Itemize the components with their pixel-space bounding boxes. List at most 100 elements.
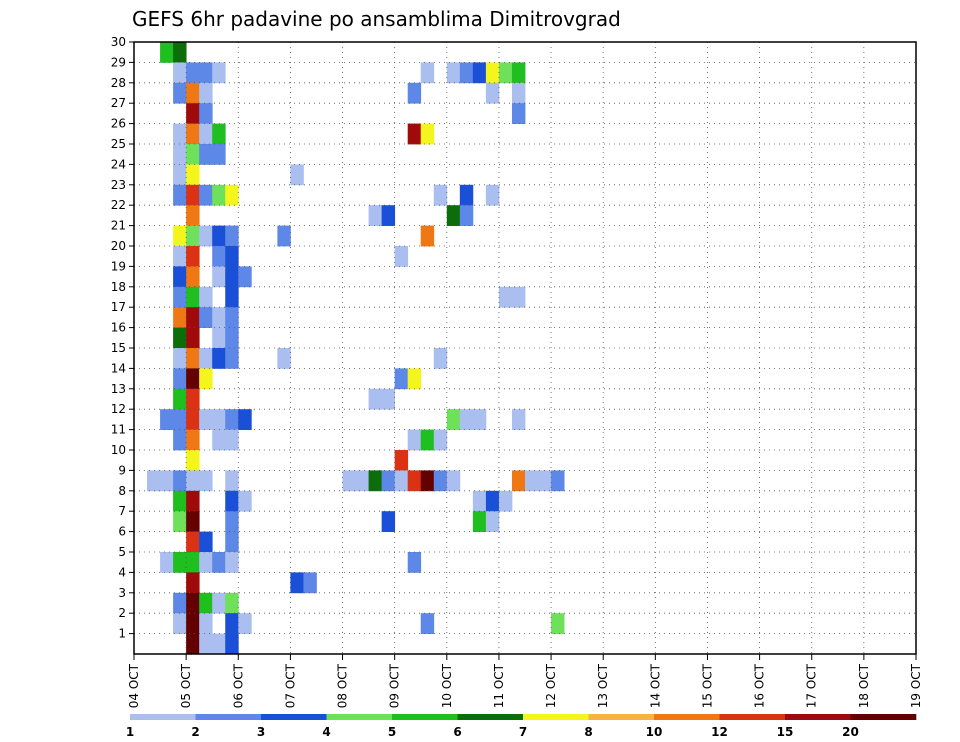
x-axis: 04 OCT 05 OCT 06 OCT 07 OCT 08 OCT 09 OCT 10 O… [127,654,923,708]
heatmap-cell [186,511,200,532]
x-tick-label: 14 OCT [648,663,662,708]
heatmap-cell [511,470,526,492]
heatmap-cell [160,470,174,492]
heatmap-cell [173,246,187,267]
heatmap-cell [225,592,239,614]
heatmap-cell [186,633,200,655]
heatmap-cell [225,511,239,532]
heatmap-cell [199,613,213,634]
heatmap-cell [407,368,422,390]
heatmap-cell [147,470,161,492]
heatmap-cell [173,184,187,206]
heatmap-cell [186,144,200,165]
heatmap-cell [173,307,187,328]
heatmap-cell [368,470,383,492]
heatmap-cell [225,429,239,451]
heatmap-cell [186,103,200,124]
heatmap-cell [186,327,200,349]
colorbar-label: 7 [519,725,527,739]
heatmap-cell [355,470,369,492]
heatmap-cell [186,123,200,145]
heatmap-cell [186,470,200,492]
heatmap-cell [199,144,213,165]
heatmap-cell [173,429,187,451]
heatmap-cell [407,82,422,104]
heatmap-cell [186,572,200,594]
heatmap-cell [238,409,252,430]
heatmap-cell [173,123,187,145]
colorbar-label: 12 [711,725,728,739]
y-tick-label: 23 [111,178,126,192]
heatmap-cell [199,184,213,206]
heatmap-cell [238,490,252,512]
heatmap-cell [225,307,239,328]
colorbar-swatch [719,714,786,720]
heatmap-cell [420,613,435,634]
y-tick-label: 30 [111,35,126,49]
heatmap-cell [173,82,187,104]
heatmap-cell [186,82,200,104]
heatmap-cell [173,164,187,186]
x-tick-label: 04 OCT [127,663,141,708]
x-tick-label: 11 OCT [492,663,506,708]
heatmap-cell [186,531,200,553]
y-axis: 1234567891011121314151617181920212223242… [111,35,134,641]
heatmap-cell [459,409,474,430]
heatmap-cell [459,62,474,84]
heatmap-cell [225,348,239,369]
heatmap-cell [212,184,226,206]
heatmap-cell [381,205,396,226]
heatmap-cell [173,409,187,430]
heatmap-cell [472,490,487,512]
heatmap-cell [420,62,435,84]
heatmap-cell [368,388,383,410]
y-tick-label: 10 [111,443,126,457]
colorbar-swatch [392,714,458,720]
heatmap-cell [199,286,213,308]
y-tick-label: 9 [118,463,126,477]
colorbar-label: 3 [257,725,265,739]
y-tick-label: 12 [111,402,126,416]
heatmap-cell [459,184,474,206]
heatmap-cell [186,164,200,186]
heatmap-cell [511,286,526,308]
heatmap-cell [446,409,461,430]
heatmap-cell [212,327,226,349]
heatmap-cell [212,409,226,430]
heatmap-cell [173,348,187,369]
heatmap-cell [225,633,239,655]
heatmap-cell [407,552,422,573]
heatmap-cell [173,613,187,634]
heatmap-cell [173,62,187,84]
heatmap-cell [186,348,200,369]
colorbar-swatch [195,714,262,720]
x-tick-label: 19 OCT [909,663,923,708]
x-tick-label: 08 OCT [336,663,350,708]
colorbar-label: 4 [322,725,330,739]
heatmap-cell [394,246,409,267]
heatmap-cell [407,470,422,492]
heatmap-cell [407,429,422,451]
heatmap-cell [485,82,500,104]
heatmap-cell [212,246,226,267]
heatmap-cell [212,592,226,614]
y-tick-label: 26 [111,117,126,131]
heatmap-cell [186,368,200,390]
heatmap-cell [199,531,213,553]
heatmap-cell [225,184,239,206]
colorbar-label: 15 [777,725,794,739]
heatmap-cell [525,470,539,492]
heatmap-cell [186,225,200,247]
heatmap-cell [446,470,461,492]
colorbar-swatch [326,714,393,720]
heatmap-cell [290,164,304,186]
colorbar-label: 20 [842,725,859,739]
heatmap-cell [433,470,448,492]
heatmap-cell [160,42,174,63]
x-tick-label: 18 OCT [857,663,871,708]
colorbar-label: 2 [191,725,199,739]
y-tick-label: 28 [111,76,126,90]
heatmap-cell [472,62,487,84]
heatmap-cell [290,572,304,594]
heatmap-cell [186,62,200,84]
